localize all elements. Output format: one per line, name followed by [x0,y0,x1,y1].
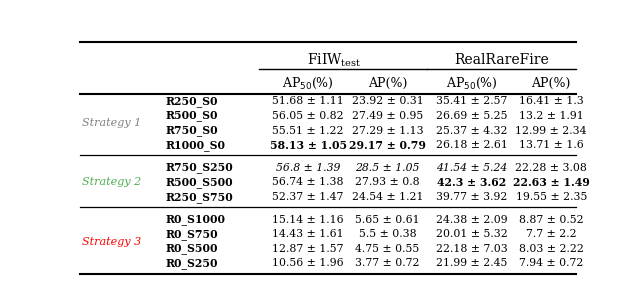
Text: 27.49 ± 0.95: 27.49 ± 0.95 [352,111,423,121]
Text: 22.28 ± 3.08: 22.28 ± 3.08 [515,163,587,173]
Text: 13.2 ± 1.91: 13.2 ± 1.91 [519,111,584,121]
Text: 39.77 ± 3.92: 39.77 ± 3.92 [436,192,508,202]
Text: 5.65 ± 0.61: 5.65 ± 0.61 [355,215,420,225]
Text: AP$_{50}$(%): AP$_{50}$(%) [446,76,498,91]
Text: 51.68 ± 1.11: 51.68 ± 1.11 [272,96,344,106]
Text: 29.17 ± 0.79: 29.17 ± 0.79 [349,140,426,151]
Text: 56.8 ± 1.39: 56.8 ± 1.39 [276,163,340,173]
Text: 28.5 ± 1.05: 28.5 ± 1.05 [355,163,420,173]
Text: 16.41 ± 1.3: 16.41 ± 1.3 [519,96,584,106]
Text: 42.3 ± 3.62: 42.3 ± 3.62 [437,177,506,188]
Text: 19.55 ± 2.35: 19.55 ± 2.35 [515,192,587,202]
Text: AP$_{50}$(%): AP$_{50}$(%) [282,76,334,91]
Text: Strategy 1: Strategy 1 [83,118,141,128]
Text: Strategy 3: Strategy 3 [83,237,141,247]
Text: 58.13 ± 1.05: 58.13 ± 1.05 [269,140,347,151]
Text: 10.56 ± 1.96: 10.56 ± 1.96 [273,258,344,268]
Text: 12.87 ± 1.57: 12.87 ± 1.57 [273,244,344,254]
Text: AP(%): AP(%) [531,77,571,90]
Text: 23.92 ± 0.31: 23.92 ± 0.31 [351,96,424,106]
Text: 24.38 ± 2.09: 24.38 ± 2.09 [436,215,508,225]
Text: 27.93 ± 0.8: 27.93 ± 0.8 [355,178,420,188]
Text: 41.54 ± 5.24: 41.54 ± 5.24 [436,163,508,173]
Text: 7.94 ± 0.72: 7.94 ± 0.72 [519,258,584,268]
Text: R0_S250: R0_S250 [165,258,218,269]
Text: 22.63 ± 1.49: 22.63 ± 1.49 [513,177,589,188]
Text: 15.14 ± 1.16: 15.14 ± 1.16 [273,215,344,225]
Text: Strategy 2: Strategy 2 [83,178,141,188]
Text: 7.7 ± 2.2: 7.7 ± 2.2 [526,229,577,239]
Text: 14.43 ± 1.61: 14.43 ± 1.61 [273,229,344,239]
Text: 35.41 ± 2.57: 35.41 ± 2.57 [436,96,508,106]
Text: 13.71 ± 1.6: 13.71 ± 1.6 [519,140,584,150]
Text: RealRareFire: RealRareFire [454,53,549,67]
Text: R500_S0: R500_S0 [165,110,218,121]
Text: FiIW$_{\mathregular{test}}$: FiIW$_{\mathregular{test}}$ [307,51,361,69]
Text: 56.05 ± 0.82: 56.05 ± 0.82 [273,111,344,121]
Text: 22.18 ± 7.03: 22.18 ± 7.03 [436,244,508,254]
Text: 25.37 ± 4.32: 25.37 ± 4.32 [436,126,508,135]
Text: 26.18 ± 2.61: 26.18 ± 2.61 [436,140,508,150]
Text: R250_S0: R250_S0 [165,96,218,107]
Text: 5.5 ± 0.38: 5.5 ± 0.38 [358,229,417,239]
Text: 21.99 ± 2.45: 21.99 ± 2.45 [436,258,508,268]
Text: R750_S250: R750_S250 [165,162,233,173]
Text: AP(%): AP(%) [368,77,407,90]
Text: 26.69 ± 5.25: 26.69 ± 5.25 [436,111,508,121]
Text: R1000_S0: R1000_S0 [165,140,225,151]
Text: R750_S0: R750_S0 [165,125,218,136]
Text: 8.87 ± 0.52: 8.87 ± 0.52 [519,215,584,225]
Text: 56.74 ± 1.38: 56.74 ± 1.38 [273,178,344,188]
Text: R0_S750: R0_S750 [165,229,218,240]
Text: 8.03 ± 2.22: 8.03 ± 2.22 [519,244,584,254]
Text: R0_S500: R0_S500 [165,243,218,254]
Text: 4.75 ± 0.55: 4.75 ± 0.55 [355,244,420,254]
Text: 3.77 ± 0.72: 3.77 ± 0.72 [355,258,420,268]
Text: 24.54 ± 1.21: 24.54 ± 1.21 [352,192,423,202]
Text: 27.29 ± 1.13: 27.29 ± 1.13 [352,126,423,135]
Text: 20.01 ± 5.32: 20.01 ± 5.32 [436,229,508,239]
Text: 12.99 ± 2.34: 12.99 ± 2.34 [515,126,587,135]
Text: R0_S1000: R0_S1000 [165,214,225,225]
Text: R250_S750: R250_S750 [165,192,233,203]
Text: 55.51 ± 1.22: 55.51 ± 1.22 [273,126,344,135]
Text: 52.37 ± 1.47: 52.37 ± 1.47 [273,192,344,202]
Text: R500_S500: R500_S500 [165,177,233,188]
